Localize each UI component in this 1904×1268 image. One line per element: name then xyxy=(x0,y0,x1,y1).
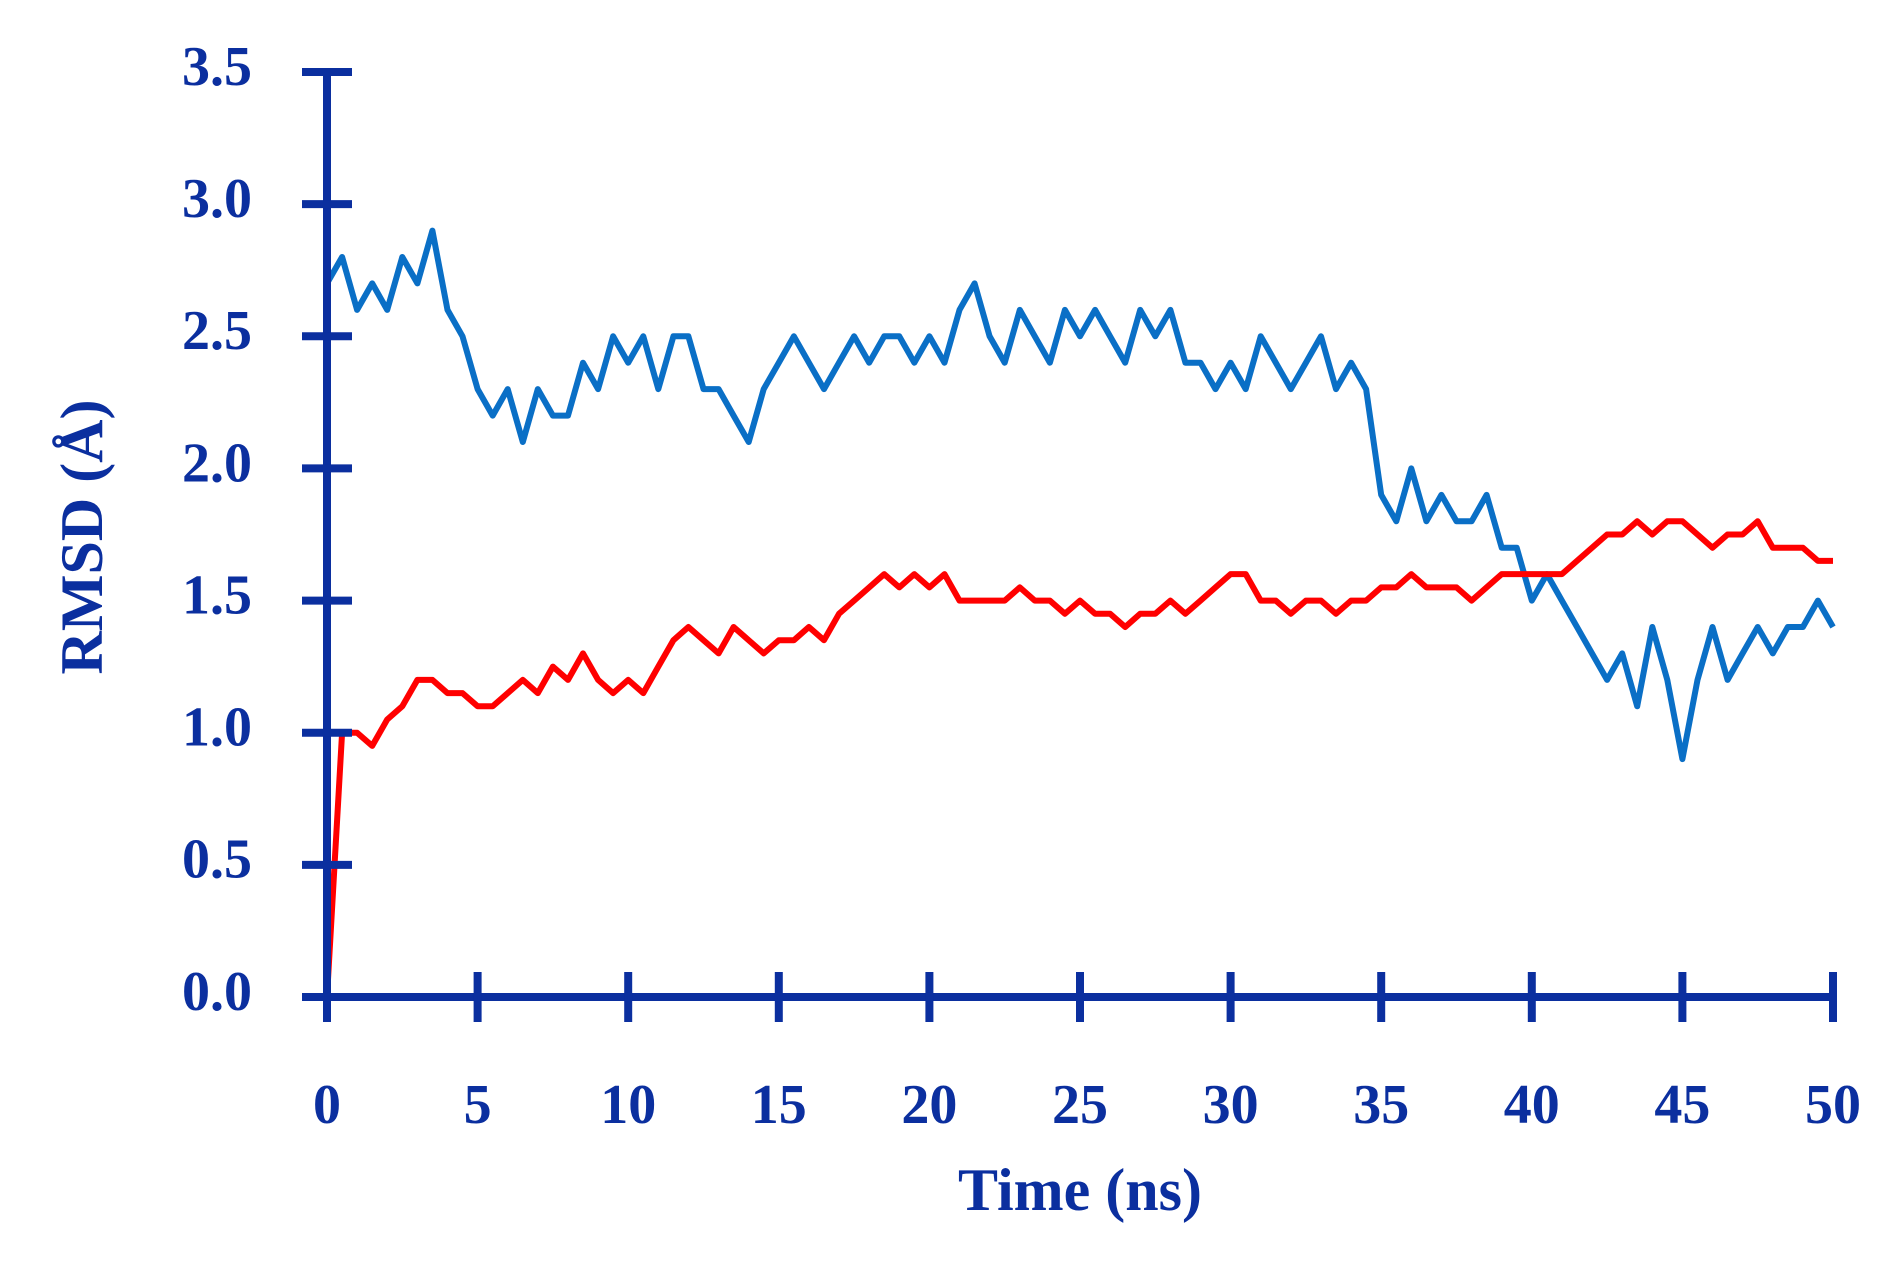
y-tick-label: 3.5 xyxy=(182,36,252,98)
y-tick-label: 0.5 xyxy=(182,829,252,891)
x-tick-label: 35 xyxy=(1353,1074,1409,1136)
x-tick-label: 15 xyxy=(751,1074,807,1136)
y-tick-label: 2.5 xyxy=(182,300,252,362)
y-axis-title: RMSD (Å) xyxy=(49,400,115,675)
x-tick-label: 10 xyxy=(600,1074,656,1136)
x-tick-label: 50 xyxy=(1805,1074,1861,1136)
y-tick-label: 3.0 xyxy=(182,168,252,230)
x-tick-label: 45 xyxy=(1654,1074,1710,1136)
x-tick-label: 0 xyxy=(313,1074,341,1136)
y-tick-label: 1.0 xyxy=(182,697,252,759)
data-line xyxy=(324,227,1836,763)
x-tick-label: 30 xyxy=(1203,1074,1259,1136)
y-tick-label: 0.0 xyxy=(182,961,252,1023)
x-tick-label: 20 xyxy=(901,1074,957,1136)
x-tick-label: 25 xyxy=(1052,1074,1108,1136)
y-tick-label: 1.5 xyxy=(182,564,252,626)
x-tick-label: 5 xyxy=(464,1074,492,1136)
y-tick-label: 2.0 xyxy=(182,432,252,494)
data-line xyxy=(324,518,1833,998)
x-tick-label: 40 xyxy=(1504,1074,1560,1136)
x-axis-title: Time (ns) xyxy=(958,1157,1202,1223)
